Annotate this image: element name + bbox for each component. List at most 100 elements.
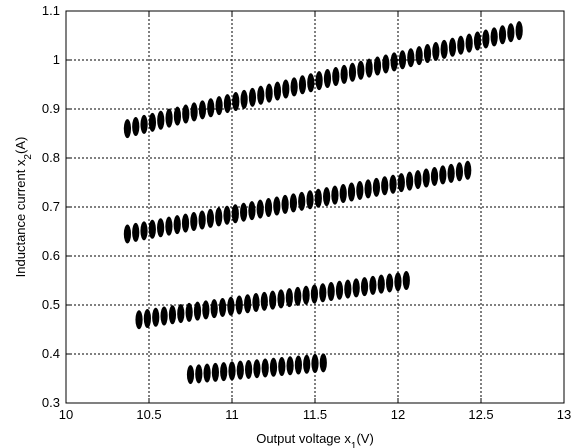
data-point xyxy=(253,359,261,379)
data-point xyxy=(432,41,440,61)
data-points xyxy=(123,21,523,385)
data-point xyxy=(231,204,239,224)
data-point xyxy=(402,271,410,290)
data-point xyxy=(347,182,356,202)
data-point xyxy=(356,180,364,200)
data-point xyxy=(289,193,298,213)
y-tick-label: 1.1 xyxy=(42,3,60,18)
data-point xyxy=(203,363,211,383)
data-point xyxy=(165,216,173,236)
data-point xyxy=(182,104,190,124)
data-point xyxy=(448,37,457,57)
data-point xyxy=(278,357,286,376)
data-point xyxy=(281,194,289,214)
data-point xyxy=(207,98,215,118)
data-point xyxy=(406,171,414,191)
data-point xyxy=(315,71,323,91)
data-point xyxy=(327,282,335,302)
data-point xyxy=(240,89,248,109)
data-point xyxy=(440,39,448,59)
data-point xyxy=(157,218,165,238)
data-point xyxy=(294,355,302,375)
data-point xyxy=(377,274,385,294)
y-tick-label: 0.8 xyxy=(42,150,60,165)
data-point xyxy=(290,77,298,97)
data-point xyxy=(218,297,227,317)
x-tick-label: 12 xyxy=(391,407,405,422)
data-point xyxy=(202,300,210,320)
data-point xyxy=(364,179,372,199)
data-point xyxy=(223,94,232,114)
data-point xyxy=(422,168,430,188)
x-axis-title: Output voltage x1(V) xyxy=(256,431,374,448)
data-point xyxy=(173,215,181,235)
y-axis-title-subscript: 2 xyxy=(23,154,34,160)
data-point xyxy=(465,33,473,53)
data-point xyxy=(407,48,415,68)
data-point xyxy=(381,176,389,196)
data-point xyxy=(303,354,311,374)
data-point xyxy=(193,301,202,321)
data-point xyxy=(157,110,165,130)
x-tick-label: 10 xyxy=(59,407,73,422)
data-point xyxy=(140,114,148,134)
y-tick-label: 0.9 xyxy=(42,101,60,116)
data-point xyxy=(190,102,198,122)
data-point xyxy=(220,362,228,382)
data-point xyxy=(307,73,315,93)
data-point xyxy=(273,81,282,101)
data-point xyxy=(210,299,218,319)
data-point xyxy=(236,360,244,380)
data-point xyxy=(261,358,269,378)
data-point xyxy=(135,310,143,330)
data-point xyxy=(256,199,264,219)
data-point xyxy=(386,273,394,293)
data-point xyxy=(352,278,360,298)
data-point xyxy=(310,284,319,304)
data-point xyxy=(285,288,293,308)
data-point xyxy=(323,187,331,207)
data-point xyxy=(198,100,207,120)
data-point xyxy=(390,52,398,72)
data-point xyxy=(398,50,407,70)
data-point xyxy=(186,365,195,385)
data-point xyxy=(248,87,257,107)
x-axis-title-subscript: 1 xyxy=(351,441,357,448)
y-tick-label: 0.6 xyxy=(42,248,60,263)
data-point xyxy=(311,354,319,374)
data-point xyxy=(198,210,206,230)
data-point xyxy=(430,166,439,186)
data-point xyxy=(177,304,185,324)
data-point xyxy=(331,185,339,205)
data-point xyxy=(206,208,215,228)
data-point xyxy=(306,190,314,210)
data-point xyxy=(181,213,190,233)
data-point xyxy=(298,75,307,95)
data-point xyxy=(340,64,348,84)
tick-marks xyxy=(65,10,565,404)
data-point xyxy=(228,361,236,381)
data-point xyxy=(282,79,290,99)
data-point xyxy=(369,275,377,295)
data-point xyxy=(415,46,423,66)
data-point xyxy=(123,224,132,244)
data-point xyxy=(447,163,455,183)
data-point xyxy=(264,198,273,218)
series-4 xyxy=(186,353,327,385)
data-point xyxy=(168,305,177,325)
data-point xyxy=(190,212,198,232)
data-point xyxy=(302,285,310,305)
data-point xyxy=(235,295,243,315)
data-point xyxy=(211,362,219,382)
data-point xyxy=(515,21,523,41)
data-point xyxy=(160,306,168,326)
data-point xyxy=(252,293,260,313)
data-point xyxy=(132,222,140,242)
data-point xyxy=(260,291,268,311)
data-point xyxy=(140,221,148,241)
grid-lines xyxy=(66,11,564,403)
data-point xyxy=(323,69,332,89)
data-point xyxy=(165,108,173,128)
data-point xyxy=(232,91,240,111)
